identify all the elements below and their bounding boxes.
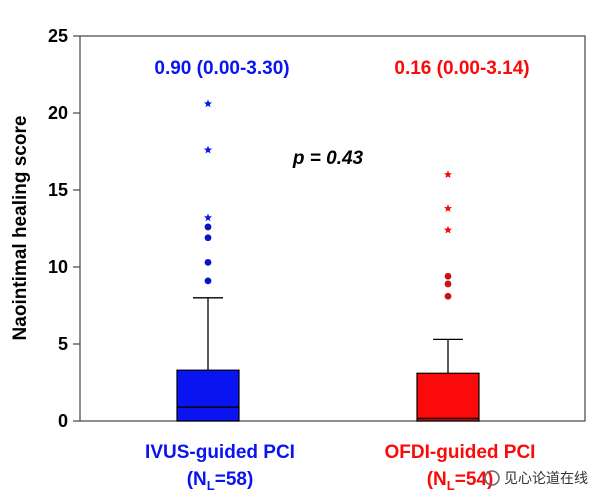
sample-size-label: (NL=58): [187, 469, 254, 493]
sample-size-value: =54): [455, 469, 494, 490]
outlier-star: [204, 99, 212, 108]
y-tick-label: 10: [48, 257, 68, 277]
outlier-star: [444, 170, 452, 178]
y-axis: 0 5 10 15 20 25: [48, 26, 80, 431]
box-group: 0.16 (0.00-3.14): [394, 58, 530, 422]
summary-label: 0.16 (0.00-3.14): [394, 58, 529, 79]
sample-size-value: =58): [215, 469, 254, 490]
y-tick-label: 15: [48, 180, 68, 200]
outlier-dot: [204, 258, 212, 266]
category-labels: IVUS-guided PCI(NL=58)OFDI-guided PCI(NL…: [145, 442, 535, 493]
sample-size-prefix: (N: [427, 469, 447, 490]
sample-size-prefix: (N: [187, 469, 207, 490]
outlier-dot: [444, 280, 452, 288]
box-group: 0.90 (0.00-3.30): [154, 58, 290, 422]
y-tick-label: 0: [58, 411, 68, 431]
outlier-dot: [204, 277, 212, 285]
sample-size-subscript: L: [207, 478, 215, 493]
outlier-dot: [444, 292, 452, 300]
outlier-dot: [204, 223, 212, 231]
y-tick-label: 25: [48, 26, 68, 46]
plot-frame: [79, 35, 586, 422]
outlier-star: [204, 213, 212, 222]
outlier-star: [204, 145, 212, 154]
category-label: IVUS-guided PCI: [145, 442, 295, 463]
category-label: OFDI-guided PCI: [385, 442, 536, 463]
outlier-dot: [444, 272, 452, 280]
y-tick-label: 5: [58, 334, 68, 354]
iqr-box: [176, 369, 240, 422]
watermark-logo-icon: [484, 470, 500, 486]
y-tick-label: 20: [48, 103, 68, 123]
p-value-annotation: p = 0.43: [292, 148, 364, 169]
sample-size-subscript: L: [447, 478, 455, 493]
watermark: 见心论道在线: [484, 470, 588, 487]
y-axis-label: Naointimal healing score: [10, 116, 31, 341]
iqr-box: [416, 372, 480, 422]
sample-size-label: (NL=54): [427, 469, 494, 493]
outlier-dot: [204, 234, 212, 242]
boxes-layer: 0.90 (0.00-3.30) 0.16 (0.00-3.14): [154, 58, 530, 422]
summary-label: 0.90 (0.00-3.30): [154, 58, 289, 79]
outlier-star: [444, 225, 452, 234]
outlier-star: [444, 204, 452, 212]
watermark-text: 见心论道在线: [504, 471, 588, 487]
